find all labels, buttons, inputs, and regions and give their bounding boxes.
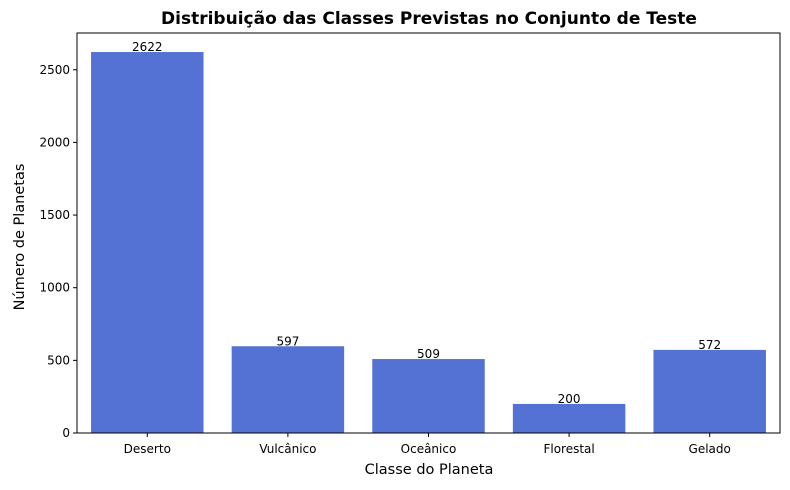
y-tick-label: 1500 bbox=[39, 208, 70, 222]
bar bbox=[372, 359, 485, 433]
y-tick-label: 1000 bbox=[39, 281, 70, 295]
axes-frame bbox=[76, 32, 781, 434]
x-tick-label: Deserto bbox=[124, 442, 171, 456]
data-label: 509 bbox=[417, 347, 440, 361]
bar bbox=[512, 403, 626, 433]
bar bbox=[653, 349, 766, 433]
data-label: 572 bbox=[698, 338, 721, 352]
y-tick-label: 0 bbox=[62, 426, 70, 440]
x-axis-label: Classe do Planeta bbox=[365, 462, 494, 478]
y-tick-label: 500 bbox=[47, 353, 70, 367]
chart-title: Distribuição das Classes Previstas no Co… bbox=[161, 9, 697, 29]
data-label: 200 bbox=[558, 392, 581, 406]
data-label: 597 bbox=[276, 334, 299, 348]
y-tick-label: 2500 bbox=[39, 63, 70, 77]
bar bbox=[91, 52, 204, 433]
bar bbox=[231, 346, 345, 433]
plot-area: Deserto 2622 Vulcânico 597 Oceânico 509 Flores… bbox=[39, 32, 781, 456]
x-tick-label: Vulcânico bbox=[259, 442, 316, 456]
data-label: 2622 bbox=[132, 40, 163, 54]
x-tick-label: Gelado bbox=[689, 442, 731, 456]
x-tick-label: Oceânico bbox=[401, 442, 457, 456]
x-tick-label: Florestal bbox=[543, 442, 594, 456]
y-tick-label: 2000 bbox=[39, 135, 70, 149]
y-axis-label: Número de Planetas bbox=[12, 164, 28, 311]
